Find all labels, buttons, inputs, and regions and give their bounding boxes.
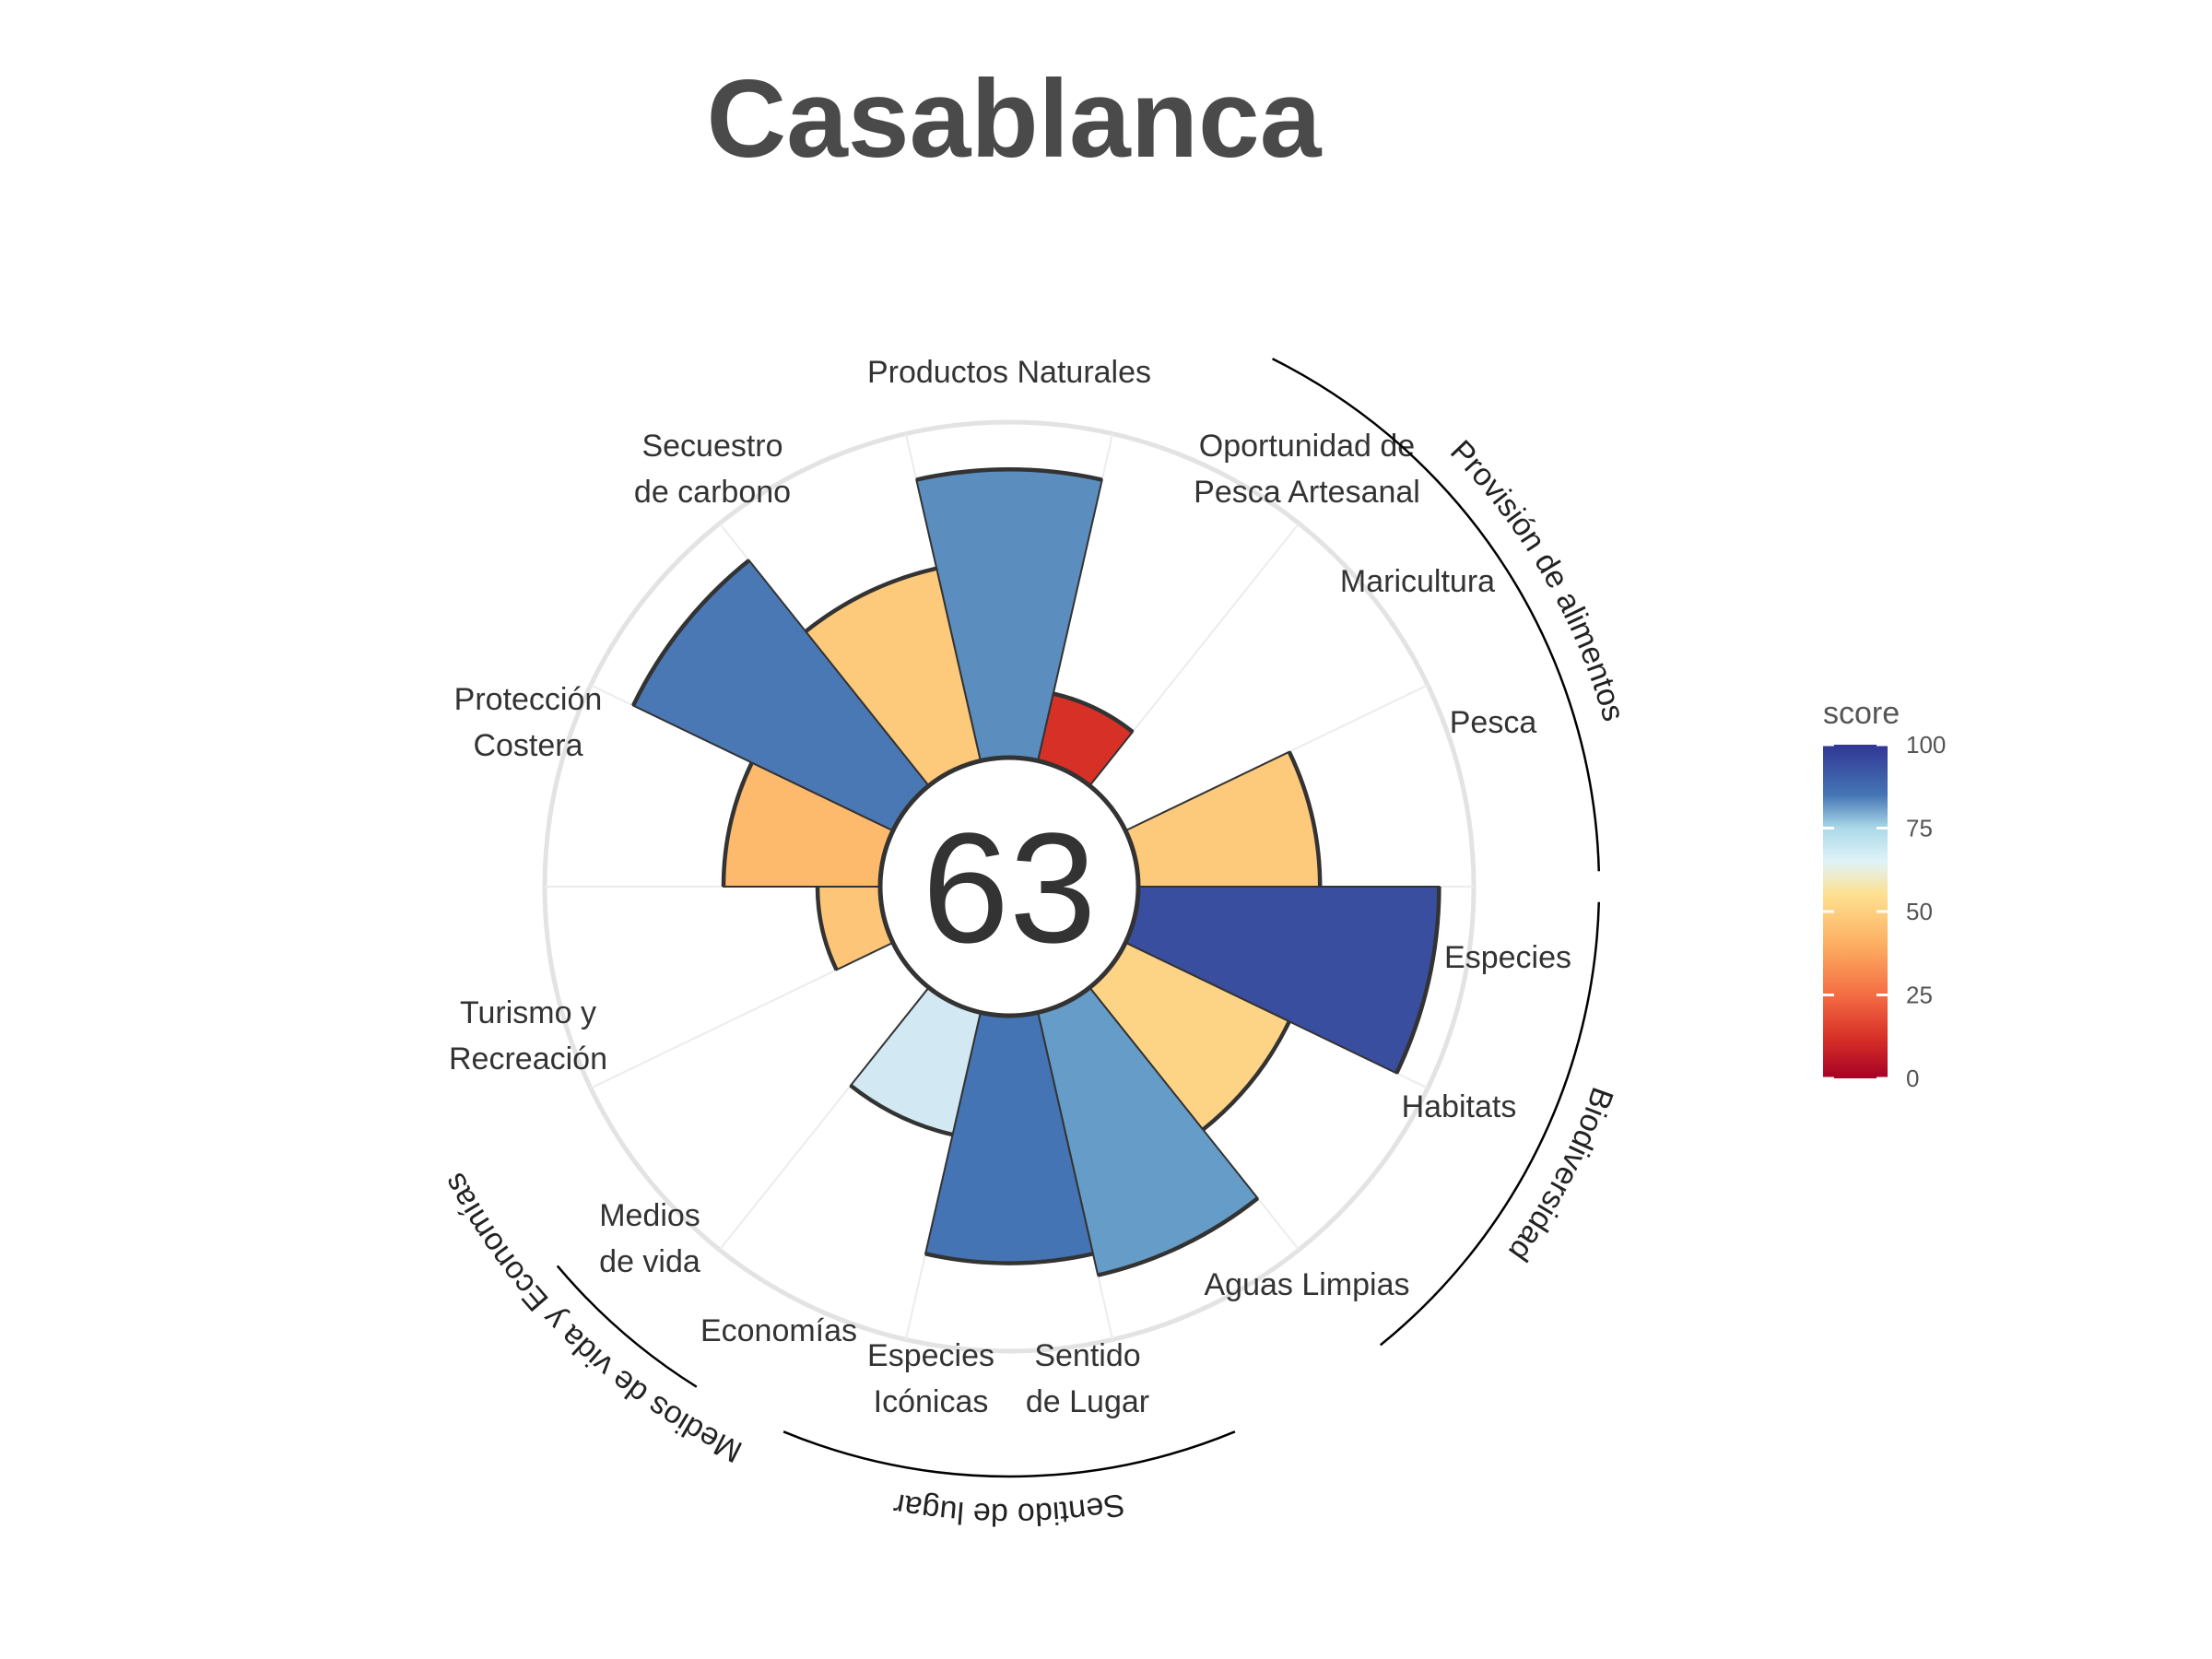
bar-outline-6 xyxy=(1097,1196,1260,1277)
segment-labels: Productos Naturales Oportunidad de Pesca A… xyxy=(449,355,1571,1419)
overall-score: 63 xyxy=(922,801,1096,976)
segment-label-12: Protección Costera xyxy=(454,682,603,763)
legend-tick-label: 75 xyxy=(1906,815,1933,842)
bar-outline-1 xyxy=(1053,691,1135,734)
center-circle xyxy=(877,755,1141,1018)
bar-outline-11 xyxy=(721,761,754,888)
group-arc-3 xyxy=(556,1265,698,1388)
group-label-2: Sentido de lugar xyxy=(890,1487,1127,1532)
segment-label-2: Maricultura xyxy=(1340,564,1495,599)
segment-label-13: Secuestro de carbono xyxy=(634,429,791,510)
legend-tick-label: 100 xyxy=(1906,731,1946,759)
segment-label-7: Sentido de Lugar xyxy=(1026,1338,1149,1419)
chart-title: Casablanca xyxy=(706,57,1322,181)
group-label-1: Biodiversidad xyxy=(1501,1083,1620,1268)
legend-tick-label: 50 xyxy=(1906,898,1933,925)
segment-label-9: Economías xyxy=(700,1313,857,1348)
segment-label-6: Aguas Limpias xyxy=(1204,1267,1409,1302)
bar-outline-5 xyxy=(1201,1020,1291,1132)
bar-outline-0 xyxy=(915,466,1103,482)
segment-label-1: Oportunidad de Pesca Artesanal xyxy=(1194,429,1420,510)
segment-label-10: Medios de vida xyxy=(599,1198,700,1279)
center-score-group: 63 xyxy=(877,755,1141,1018)
group-arc-1 xyxy=(1379,901,1601,1347)
group-arc-2 xyxy=(782,1430,1236,1478)
segment-label-5: Habitats xyxy=(1402,1089,1517,1124)
group-arc-0 xyxy=(1272,358,1601,872)
bars-layer xyxy=(631,466,1441,1277)
bar-outline-4 xyxy=(1394,886,1441,1075)
segment-label-11: Turismo y Recreación xyxy=(449,995,607,1077)
segment-label-3: Pesca xyxy=(1450,705,1537,740)
bar-outline-12 xyxy=(631,559,751,707)
segment-label-0: Productos Naturales xyxy=(867,355,1151,390)
legend-tick-label: 25 xyxy=(1906,982,1933,1009)
legend-tick-label: 0 xyxy=(1906,1065,1919,1092)
bar-outline-13 xyxy=(804,566,937,633)
bar-outline-3 xyxy=(1287,750,1323,888)
segment-label-4: Especies xyxy=(1444,940,1571,975)
bar-outline-7 xyxy=(924,1252,1094,1265)
color-legend: score 100 75 50 25 0 xyxy=(1823,696,1946,1092)
segment-label-8: Especies Icónicas xyxy=(867,1338,994,1419)
bar-outline-8 xyxy=(849,1084,954,1137)
legend-title: score xyxy=(1823,696,1900,731)
bar-3 xyxy=(1124,750,1322,888)
bar-outline-10 xyxy=(815,886,839,971)
